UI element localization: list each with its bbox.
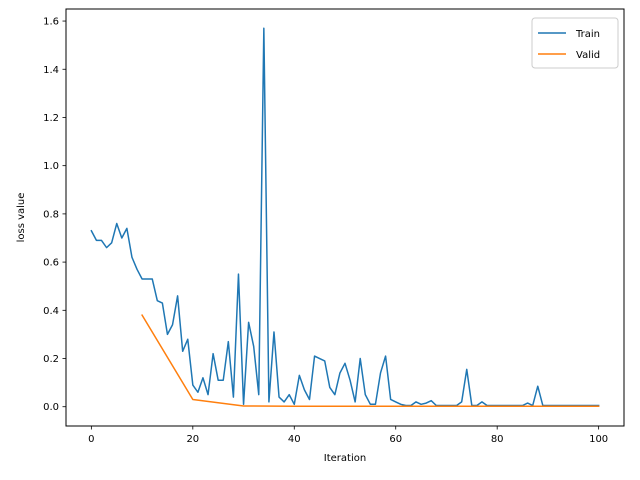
y-tick-label: 1.4 — [43, 65, 59, 76]
x-tick-label: 0 — [88, 434, 94, 445]
series-line-valid — [141, 314, 600, 407]
y-tick-label: 0.4 — [43, 306, 59, 317]
legend-label-train: Train — [575, 29, 600, 40]
legend-label-valid: Valid — [576, 50, 600, 61]
y-tick-label: 1.2 — [43, 113, 59, 124]
x-tick-label: 100 — [589, 434, 608, 445]
x-tick-label: 40 — [288, 434, 301, 445]
x-axis-ticks: 0 20 40 60 80 100 — [88, 426, 608, 445]
legend-box — [531, 17, 619, 69]
y-tick-label: 1.0 — [43, 161, 59, 172]
x-axis-label: Iteration — [324, 453, 366, 464]
y-tick-label: 0.6 — [43, 258, 59, 269]
legend: Train Valid — [531, 17, 619, 69]
series-layer — [90, 27, 600, 407]
x-tick-label: 60 — [389, 434, 402, 445]
x-tick-label: 20 — [186, 434, 199, 445]
y-axis-ticks: 0.0 0.2 0.4 0.6 0.8 1.0 1.2 1.4 1.6 — [43, 17, 66, 413]
y-tick-label: 0.0 — [43, 402, 59, 413]
y-tick-label: 1.6 — [43, 17, 59, 28]
y-axis-label: loss value — [16, 193, 27, 243]
plot-frame — [65, 8, 625, 427]
y-tick-label: 0.2 — [43, 354, 59, 365]
x-tick-label: 80 — [491, 434, 504, 445]
y-tick-label: 0.8 — [43, 209, 59, 220]
